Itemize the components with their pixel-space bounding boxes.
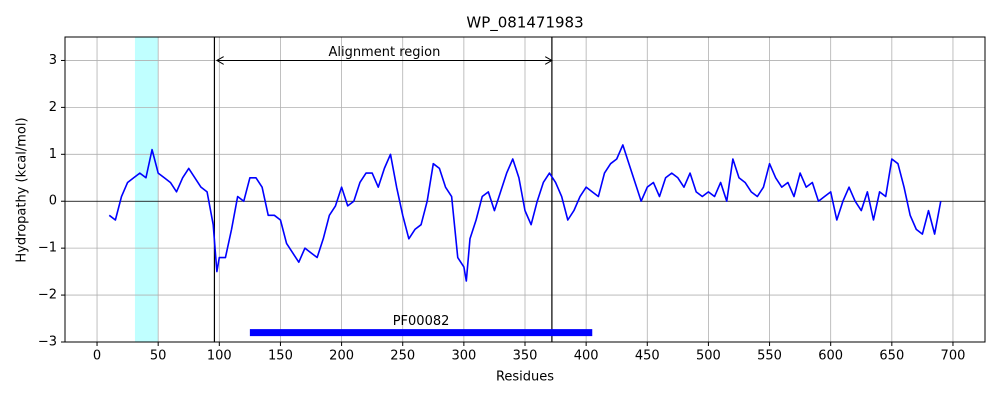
y-tick-label: −2	[38, 288, 57, 303]
x-tick-label: 350	[513, 349, 538, 364]
domain-label: PF00082	[393, 314, 450, 329]
y-tick-label: 1	[49, 147, 57, 162]
plot-frame	[64, 36, 986, 343]
y-tick-label: 3	[49, 53, 57, 68]
domain-bar	[249, 329, 593, 337]
x-tick-label: 500	[696, 349, 721, 364]
hydropathy-line	[108, 144, 942, 282]
y-tick-label: 0	[49, 194, 57, 209]
y-tick-label: −1	[38, 241, 57, 256]
x-tick-label: 100	[207, 349, 232, 364]
x-tick-label: 400	[574, 349, 599, 364]
alignment-label: Alignment region	[328, 45, 440, 60]
y-axis-label: Hydropathy (kcal/mol)	[15, 117, 30, 262]
y-tick-label: 2	[49, 100, 57, 115]
x-tick-label: 50	[150, 349, 167, 364]
x-tick-label: 700	[941, 349, 966, 364]
x-axis-label: Residues	[496, 370, 554, 385]
x-tick-label: 450	[635, 349, 660, 364]
x-tick-label: 150	[268, 349, 293, 364]
x-tick-label: 200	[329, 349, 354, 364]
x-tick-label: 300	[451, 349, 476, 364]
x-tick-label: 650	[879, 349, 904, 364]
x-tick-label: 250	[390, 349, 415, 364]
y-tick-label: −3	[38, 335, 57, 350]
x-tick-label: 550	[757, 349, 782, 364]
chart-title: WP_081471983	[466, 14, 583, 33]
shaded-region	[134, 37, 159, 342]
x-tick-label: 0	[93, 349, 101, 364]
x-tick-label: 600	[818, 349, 843, 364]
